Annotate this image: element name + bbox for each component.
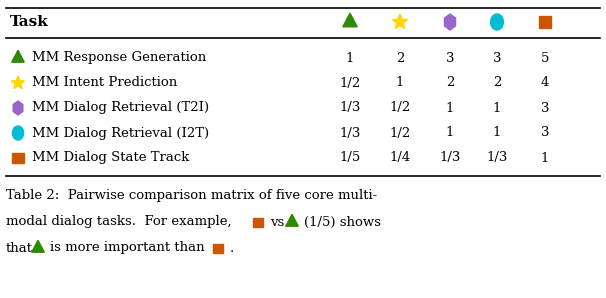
Text: 3: 3 [541,102,549,114]
Text: 2: 2 [396,52,404,64]
Text: 1/2: 1/2 [339,77,361,89]
Text: is more important than: is more important than [50,241,205,254]
Text: MM Response Generation: MM Response Generation [32,52,206,64]
Polygon shape [343,13,357,27]
Polygon shape [12,50,24,62]
Ellipse shape [12,126,24,140]
Text: 1: 1 [446,126,454,139]
Text: Task: Task [10,15,48,29]
Text: 1/3: 1/3 [339,126,361,139]
Polygon shape [32,240,44,252]
Polygon shape [393,14,408,29]
Text: MM Intent Prediction: MM Intent Prediction [32,77,177,89]
Text: 1/2: 1/2 [390,102,411,114]
Text: modal dialog tasks.  For example,: modal dialog tasks. For example, [6,215,231,229]
FancyBboxPatch shape [213,243,223,252]
Text: 1/5: 1/5 [339,151,361,164]
Text: 3: 3 [541,126,549,139]
Text: MM Dialog Retrieval (T2I): MM Dialog Retrieval (T2I) [32,102,209,114]
Text: 5: 5 [541,52,549,64]
Text: 1: 1 [346,52,354,64]
Polygon shape [444,14,456,30]
Text: 1/3: 1/3 [439,151,461,164]
Polygon shape [12,76,25,89]
Polygon shape [285,214,298,226]
FancyBboxPatch shape [12,153,24,163]
FancyBboxPatch shape [539,16,551,28]
Text: 1: 1 [396,77,404,89]
Text: Table 2:  Pairwise comparison matrix of five core multi-: Table 2: Pairwise comparison matrix of f… [6,190,378,203]
Text: vs: vs [270,215,284,229]
Text: (1/5) shows: (1/5) shows [304,215,381,229]
Text: 1/4: 1/4 [390,151,411,164]
FancyBboxPatch shape [253,218,263,226]
Text: 1/3: 1/3 [339,102,361,114]
Text: 3: 3 [446,52,454,64]
Text: 1: 1 [446,102,454,114]
Text: 3: 3 [493,52,501,64]
Text: 1: 1 [541,151,549,164]
Text: 2: 2 [446,77,454,89]
Text: .: . [230,241,235,254]
Ellipse shape [491,14,504,30]
Text: 1: 1 [493,102,501,114]
Text: MM Dialog State Track: MM Dialog State Track [32,151,189,164]
Text: that: that [6,241,33,254]
Text: 4: 4 [541,77,549,89]
Text: 2: 2 [493,77,501,89]
Text: 1: 1 [493,126,501,139]
Text: MM Dialog Retrieval (I2T): MM Dialog Retrieval (I2T) [32,126,209,139]
Polygon shape [13,101,23,115]
Text: 1/2: 1/2 [390,126,411,139]
Text: 1/3: 1/3 [486,151,508,164]
